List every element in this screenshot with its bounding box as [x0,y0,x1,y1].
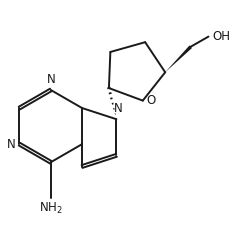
Polygon shape [165,45,192,72]
Text: OH: OH [212,30,230,43]
Text: O: O [146,94,156,107]
Text: N: N [114,102,122,115]
Text: N: N [46,73,55,86]
Text: N: N [7,138,16,151]
Text: NH$_2$: NH$_2$ [39,201,63,216]
